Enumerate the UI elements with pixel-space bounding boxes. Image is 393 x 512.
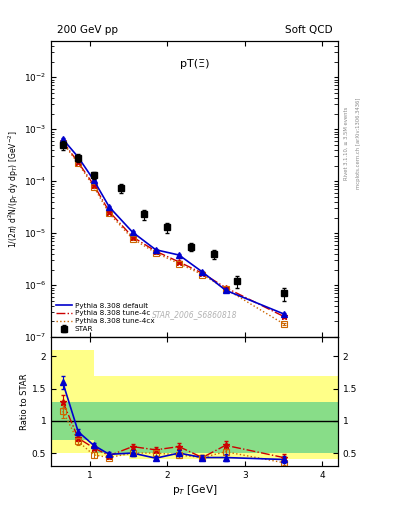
Text: STAR_2006_S6860818: STAR_2006_S6860818 <box>152 310 237 319</box>
Pythia 8.308 tune-4c <box>107 208 112 215</box>
Pythia 8.308 tune-4c <box>223 285 228 291</box>
Pythia 8.308 default <box>153 247 158 253</box>
Line: Pythia 8.308 tune-4cx: Pythia 8.308 tune-4cx <box>63 143 284 324</box>
Line: Pythia 8.308 tune-4c: Pythia 8.308 tune-4c <box>63 141 284 316</box>
Pythia 8.308 default <box>61 136 65 142</box>
Pythia 8.308 tune-4cx <box>76 160 81 166</box>
Text: 200 GeV pp: 200 GeV pp <box>57 25 118 35</box>
Pythia 8.308 default <box>177 252 182 258</box>
Pythia 8.308 tune-4c <box>130 234 135 240</box>
Text: pT(Ξ): pT(Ξ) <box>180 59 209 69</box>
Pythia 8.308 tune-4cx <box>130 236 135 242</box>
Pythia 8.308 default <box>107 204 112 210</box>
Pythia 8.308 tune-4cx <box>281 321 286 327</box>
Y-axis label: 1/(2$\pi$) d$^2$N/(p$_T$ dy dp$_T$) [GeV$^{-2}$]: 1/(2$\pi$) d$^2$N/(p$_T$ dy dp$_T$) [GeV… <box>7 130 21 248</box>
Pythia 8.308 tune-4cx <box>200 271 205 278</box>
Pythia 8.308 default <box>130 229 135 235</box>
Pythia 8.308 default <box>281 311 286 317</box>
Pythia 8.308 tune-4cx <box>61 140 65 146</box>
Text: Rivet 3.1.10, ≥ 3.5M events: Rivet 3.1.10, ≥ 3.5M events <box>344 106 349 180</box>
Legend: Pythia 8.308 default, Pythia 8.308 tune-4c, Pythia 8.308 tune-4cx, STAR: Pythia 8.308 default, Pythia 8.308 tune-… <box>55 301 156 333</box>
Pythia 8.308 tune-4cx <box>223 286 228 292</box>
Pythia 8.308 tune-4cx <box>177 261 182 267</box>
Pythia 8.308 tune-4c <box>153 248 158 254</box>
Text: Soft QCD: Soft QCD <box>285 25 332 35</box>
Pythia 8.308 default <box>76 154 81 160</box>
Pythia 8.308 tune-4c <box>61 138 65 144</box>
Text: mcplots.cern.ch [arXiv:1306.3436]: mcplots.cern.ch [arXiv:1306.3436] <box>356 98 361 189</box>
Pythia 8.308 tune-4c <box>92 182 96 188</box>
Pythia 8.308 tune-4cx <box>153 250 158 256</box>
Pythia 8.308 tune-4c <box>200 270 205 276</box>
Pythia 8.308 tune-4c <box>76 159 81 165</box>
Pythia 8.308 tune-4c <box>177 259 182 265</box>
Pythia 8.308 default <box>92 177 96 183</box>
Pythia 8.308 tune-4cx <box>92 184 96 190</box>
Pythia 8.308 tune-4cx <box>107 210 112 217</box>
Pythia 8.308 default <box>200 269 205 275</box>
Y-axis label: Ratio to STAR: Ratio to STAR <box>20 373 29 430</box>
Pythia 8.308 default <box>223 287 228 293</box>
Line: Pythia 8.308 default: Pythia 8.308 default <box>63 139 284 314</box>
X-axis label: p$_T$ [GeV]: p$_T$ [GeV] <box>172 482 217 497</box>
Pythia 8.308 tune-4c <box>281 313 286 319</box>
